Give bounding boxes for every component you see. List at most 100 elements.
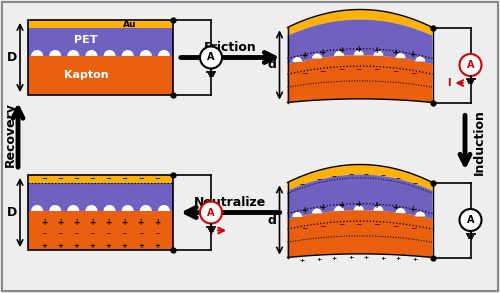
Wedge shape bbox=[374, 206, 384, 211]
Text: −: − bbox=[154, 176, 160, 182]
Text: +: + bbox=[73, 218, 80, 227]
Text: +: + bbox=[392, 48, 399, 57]
Wedge shape bbox=[68, 50, 80, 56]
Polygon shape bbox=[288, 20, 432, 64]
Text: −: − bbox=[154, 231, 160, 237]
Wedge shape bbox=[49, 50, 61, 56]
Text: +: + bbox=[41, 218, 47, 227]
Text: −: − bbox=[373, 65, 379, 74]
Wedge shape bbox=[122, 50, 134, 56]
Text: +: + bbox=[300, 258, 305, 263]
Wedge shape bbox=[140, 205, 152, 211]
Text: +: + bbox=[392, 203, 399, 212]
Text: −: − bbox=[317, 176, 322, 181]
Polygon shape bbox=[288, 55, 432, 103]
Text: +: + bbox=[373, 46, 379, 55]
Wedge shape bbox=[334, 206, 344, 211]
Text: +: + bbox=[138, 218, 144, 227]
Text: +: + bbox=[338, 46, 344, 55]
Wedge shape bbox=[86, 50, 98, 56]
Text: −: − bbox=[74, 176, 80, 182]
Wedge shape bbox=[374, 51, 384, 56]
Text: +: + bbox=[122, 243, 128, 249]
Text: +: + bbox=[332, 256, 337, 261]
Text: +: + bbox=[317, 257, 322, 262]
Wedge shape bbox=[334, 51, 344, 56]
Text: Kapton: Kapton bbox=[64, 71, 108, 81]
Wedge shape bbox=[104, 205, 116, 211]
Text: Friction: Friction bbox=[204, 41, 256, 54]
Text: +: + bbox=[106, 243, 112, 249]
Text: −: − bbox=[90, 231, 96, 237]
Wedge shape bbox=[31, 205, 43, 211]
Text: −: − bbox=[392, 222, 399, 231]
Text: +: + bbox=[58, 243, 63, 249]
Circle shape bbox=[200, 47, 222, 69]
Text: −: − bbox=[138, 231, 143, 237]
Wedge shape bbox=[292, 212, 302, 217]
Text: I: I bbox=[447, 78, 450, 88]
Circle shape bbox=[460, 54, 481, 76]
Text: −: − bbox=[396, 176, 400, 180]
Wedge shape bbox=[415, 212, 425, 217]
Text: +: + bbox=[410, 205, 416, 214]
Text: −: − bbox=[41, 176, 47, 182]
Text: −: − bbox=[338, 220, 345, 229]
Text: +: + bbox=[57, 218, 64, 227]
Text: Induction: Induction bbox=[473, 110, 486, 176]
Polygon shape bbox=[288, 175, 432, 219]
Text: +: + bbox=[41, 243, 47, 249]
Polygon shape bbox=[288, 210, 432, 258]
Polygon shape bbox=[288, 164, 432, 191]
Text: D: D bbox=[7, 206, 17, 219]
Text: +: + bbox=[410, 50, 416, 59]
Wedge shape bbox=[415, 57, 425, 62]
Text: +: + bbox=[349, 255, 354, 260]
Text: Au: Au bbox=[123, 20, 136, 29]
Wedge shape bbox=[31, 50, 43, 56]
Text: −: − bbox=[373, 220, 379, 229]
Text: +: + bbox=[122, 218, 128, 227]
Text: +: + bbox=[106, 218, 112, 227]
Text: −: − bbox=[364, 171, 369, 176]
Text: −: − bbox=[338, 65, 345, 74]
Text: Neutralize: Neutralize bbox=[194, 196, 266, 209]
Text: A: A bbox=[208, 52, 215, 62]
Text: A: A bbox=[467, 60, 474, 70]
Wedge shape bbox=[140, 50, 152, 56]
Bar bbox=[28, 175, 173, 183]
Text: −: − bbox=[58, 231, 63, 237]
Text: +: + bbox=[319, 48, 325, 57]
Text: +: + bbox=[380, 256, 386, 261]
Wedge shape bbox=[158, 50, 170, 56]
Text: +: + bbox=[154, 218, 160, 227]
Text: −: − bbox=[380, 173, 386, 178]
Text: −: − bbox=[318, 222, 325, 231]
Wedge shape bbox=[104, 50, 116, 56]
Text: Recovery: Recovery bbox=[4, 103, 16, 167]
Text: A: A bbox=[467, 215, 474, 225]
Text: −: − bbox=[410, 69, 416, 78]
Text: −: − bbox=[106, 176, 112, 182]
Text: +: + bbox=[319, 203, 325, 212]
Text: −: − bbox=[300, 181, 305, 186]
Text: +: + bbox=[154, 243, 160, 249]
Wedge shape bbox=[396, 208, 406, 213]
Text: −: − bbox=[90, 176, 96, 182]
Text: +: + bbox=[90, 243, 96, 249]
Wedge shape bbox=[292, 57, 302, 62]
Wedge shape bbox=[312, 208, 322, 213]
Text: PET: PET bbox=[74, 35, 98, 45]
Text: +: + bbox=[412, 258, 418, 263]
Polygon shape bbox=[288, 9, 432, 36]
Text: +: + bbox=[302, 51, 308, 60]
Wedge shape bbox=[396, 53, 406, 58]
Text: −: − bbox=[356, 220, 362, 229]
Bar bbox=[28, 175, 173, 250]
Wedge shape bbox=[49, 205, 61, 211]
Wedge shape bbox=[158, 205, 170, 211]
Wedge shape bbox=[122, 205, 134, 211]
Bar bbox=[28, 20, 173, 28]
Wedge shape bbox=[312, 53, 322, 58]
Bar bbox=[28, 20, 173, 95]
